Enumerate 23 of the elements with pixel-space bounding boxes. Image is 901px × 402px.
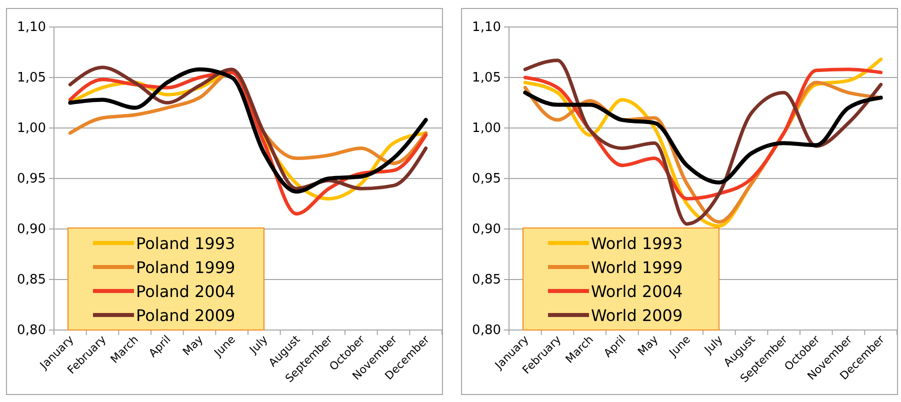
legend-label: World 1999 [591,258,683,277]
y-tick-label: 1,05 [17,70,46,86]
y-tick-label: 1,00 [17,121,46,136]
y-tick-label: 0,85 [17,272,46,288]
y-tick-label: 1,10 [472,20,501,36]
legend-label: World 2004 [591,282,683,301]
y-tick-label: 0,90 [472,222,501,238]
y-tick-label: 1,00 [472,121,501,136]
legend-label: Poland 2009 [136,306,236,325]
y-tick-label: 0,80 [17,323,46,338]
legend-label: Poland 1993 [136,234,236,253]
y-tick-label: 0,95 [17,172,46,187]
y-tick-label: 1,10 [17,20,46,36]
line-series [523,90,883,185]
y-tick-label: 1,05 [472,70,501,86]
legend-label: Poland 2004 [136,282,236,301]
y-tick-label: 0,80 [472,323,501,338]
legend-label: World 2009 [591,306,683,325]
y-tick-label: 0,85 [472,272,501,288]
legend-label: World 1993 [591,234,683,253]
legend-label: Poland 1999 [136,258,236,277]
y-tick-label: 0,95 [472,172,501,187]
y-tick-label: 0,90 [17,222,46,238]
